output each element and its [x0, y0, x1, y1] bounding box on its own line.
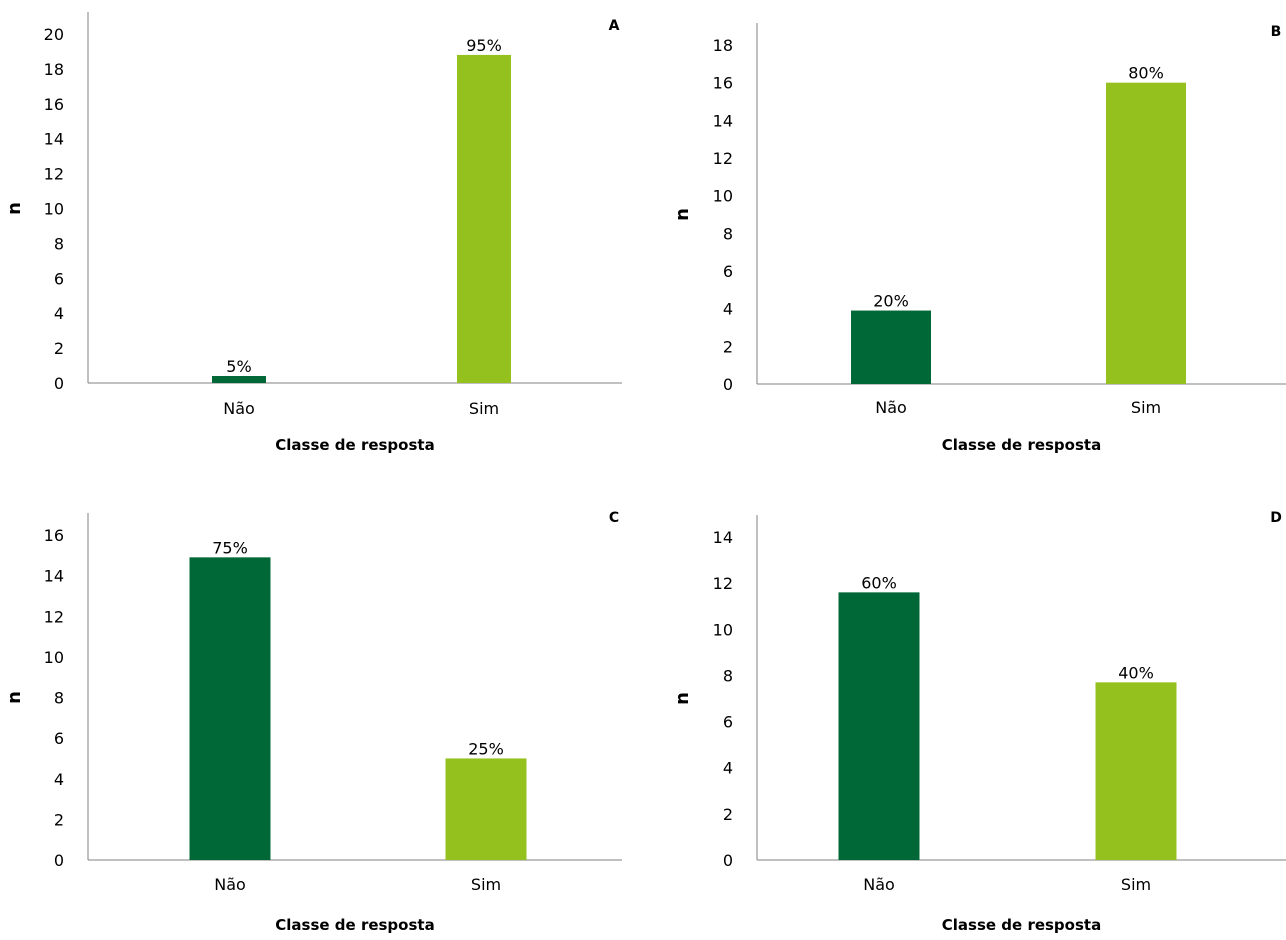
x-category-label: Não	[214, 875, 246, 894]
chart-panel-c: 0 2 4 6 8 10 12 14 16 75% Não 25% Sim Classe de respo…	[4, 510, 622, 934]
y-tick-label: 0	[54, 374, 64, 393]
data-label: 75%	[212, 538, 248, 557]
y-tick-label: 8	[54, 689, 64, 708]
y-tick-label: 20	[44, 25, 64, 44]
bar-sim	[1095, 682, 1177, 860]
y-tick-label: 12	[713, 574, 733, 593]
y-tick-label: 6	[723, 262, 733, 281]
chart-panel-d: 0 2 4 6 8 10 12 14 60% Não 40% Sim Classe de respost…	[672, 510, 1286, 934]
y-tick-label: 16	[44, 95, 64, 114]
chart-panel-a: 0 2 4 6 8 10 12 14 16 18 20 5% Não 95% Sim Classe de re…	[4, 12, 622, 454]
y-tick-label: 2	[723, 337, 733, 356]
y-tick-label: 12	[44, 607, 64, 626]
panel-label: A	[609, 18, 620, 34]
y-tick-label: 4	[723, 759, 733, 778]
data-label: 20%	[873, 292, 909, 311]
bar-nao	[851, 310, 931, 384]
y-tick-label: 8	[54, 234, 64, 253]
x-category-label: Sim	[471, 875, 501, 894]
data-label: 95%	[466, 36, 502, 55]
y-tick-label: 16	[713, 74, 733, 93]
data-label: 40%	[1118, 663, 1154, 682]
y-tick-label: 12	[44, 165, 64, 184]
y-axis-title: n	[4, 202, 25, 215]
bar-sim	[457, 54, 511, 383]
y-tick-label: 6	[723, 713, 733, 732]
x-axis-title: Classe de resposta	[942, 436, 1101, 454]
y-tick-label: 4	[54, 770, 64, 789]
x-category-label: Sim	[469, 399, 499, 418]
y-tick-label: 10	[44, 648, 64, 667]
y-axis-title: n	[672, 692, 693, 705]
data-label: 80%	[1128, 64, 1164, 83]
y-tick-label: 18	[44, 60, 64, 79]
y-tick-label: 10	[44, 200, 64, 219]
bar-sim	[445, 758, 527, 860]
y-tick-label: 14	[713, 111, 733, 130]
y-tick-label: 8	[723, 666, 733, 685]
chart-panel-b: 0 2 4 6 8 10 12 14 16 18 20% Não 80% Sim Classe de res…	[672, 23, 1286, 454]
panel-label: C	[609, 510, 619, 526]
x-axis-title: Classe de resposta	[942, 916, 1101, 934]
y-tick-label: 2	[723, 805, 733, 824]
y-axis-title: n	[672, 208, 693, 221]
y-axis-title: n	[4, 691, 25, 704]
y-tick-label: 2	[54, 339, 64, 358]
x-category-label: Não	[863, 875, 895, 894]
y-tick-label: 8	[723, 224, 733, 243]
x-category-label: Não	[875, 398, 907, 417]
y-tick-label: 0	[723, 851, 733, 870]
x-category-label: Sim	[1131, 398, 1161, 417]
data-label: 5%	[226, 357, 251, 376]
x-category-label: Sim	[1121, 875, 1151, 894]
y-tick-label: 0	[54, 851, 64, 870]
y-tick-label: 4	[54, 304, 64, 323]
x-axis-title: Classe de resposta	[275, 436, 434, 454]
y-tick-label: 14	[44, 130, 64, 149]
y-tick-label: 10	[713, 620, 733, 639]
y-tick-label: 0	[723, 375, 733, 394]
x-axis-title: Classe de resposta	[275, 916, 434, 934]
y-tick-label: 14	[713, 528, 733, 547]
y-tick-label: 6	[54, 269, 64, 288]
x-category-label: Não	[223, 399, 255, 418]
y-tick-label: 14	[44, 567, 64, 586]
bar-nao	[189, 557, 271, 860]
bar-sim	[1106, 82, 1186, 385]
panel-label: B	[1271, 24, 1282, 40]
y-tick-label: 18	[713, 36, 733, 55]
data-label: 25%	[468, 739, 504, 758]
data-label: 60%	[861, 573, 897, 592]
bar-nao	[212, 376, 266, 383]
bar-nao	[838, 592, 920, 860]
y-tick-label: 12	[713, 149, 733, 168]
y-tick-label: 4	[723, 300, 733, 319]
y-tick-label: 10	[713, 187, 733, 206]
y-tick-label: 16	[44, 526, 64, 545]
y-tick-label: 2	[54, 810, 64, 829]
y-tick-label: 6	[54, 729, 64, 748]
panel-label: D	[1270, 510, 1282, 526]
